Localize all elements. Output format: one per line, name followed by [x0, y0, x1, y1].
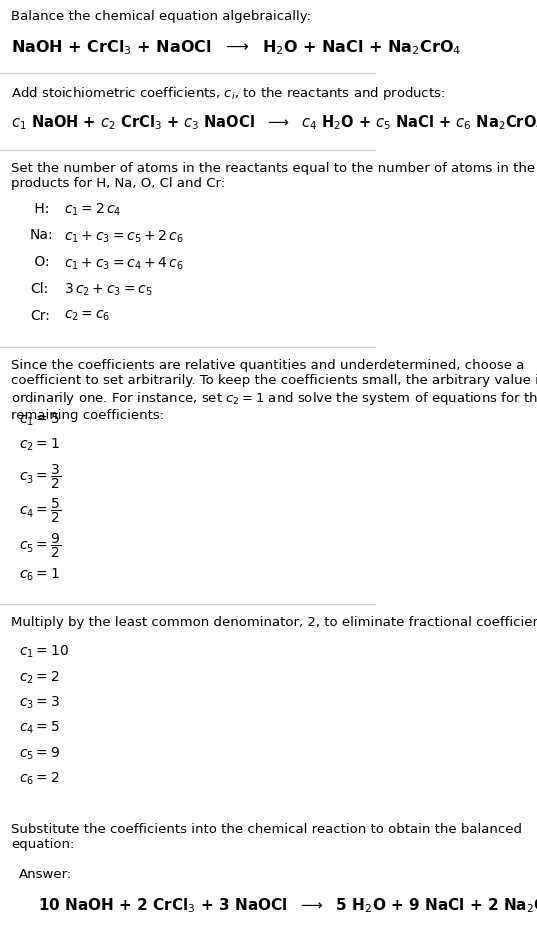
Text: $c_5 = 9$: $c_5 = 9$ [19, 746, 60, 761]
Text: $c_2 = 1$: $c_2 = 1$ [19, 437, 60, 453]
Text: $c_1 + c_3 = c_4 + 4\,c_6$: $c_1 + c_3 = c_4 + 4\,c_6$ [64, 255, 184, 271]
Text: O:: O: [30, 255, 50, 269]
Text: Multiply by the least common denominator, 2, to eliminate fractional coefficient: Multiply by the least common denominator… [11, 616, 537, 629]
Text: $c_1 = 5$: $c_1 = 5$ [19, 411, 60, 428]
Text: Answer:: Answer: [19, 868, 72, 881]
Text: $c_1 = 2\,c_4$: $c_1 = 2\,c_4$ [64, 201, 121, 218]
Text: Set the number of atoms in the reactants equal to the number of atoms in the
pro: Set the number of atoms in the reactants… [11, 161, 535, 189]
Text: Add stoichiometric coefficients, $c_i$, to the reactants and products:: Add stoichiometric coefficients, $c_i$, … [11, 85, 446, 102]
Text: H:: H: [30, 201, 49, 215]
Text: $c_5 = \dfrac{9}{2}$: $c_5 = \dfrac{9}{2}$ [19, 531, 61, 560]
Text: $c_2 = 2$: $c_2 = 2$ [19, 669, 60, 686]
Text: $c_4 = 5$: $c_4 = 5$ [19, 720, 60, 736]
Text: $c_4 = \dfrac{5}{2}$: $c_4 = \dfrac{5}{2}$ [19, 497, 61, 526]
Text: $c_6 = 1$: $c_6 = 1$ [19, 567, 60, 582]
Text: Na:: Na: [30, 228, 54, 242]
Text: $3\,c_2 + c_3 = c_5$: $3\,c_2 + c_3 = c_5$ [64, 281, 153, 298]
Text: Cr:: Cr: [30, 308, 50, 322]
Text: 10 NaOH + 2 CrCl$_3$ + 3 NaOCl  $\longrightarrow$  5 H$_2$O + 9 NaCl + 2 Na$_2$C: 10 NaOH + 2 CrCl$_3$ + 3 NaOCl $\longrig… [38, 897, 537, 915]
Text: Cl:: Cl: [30, 281, 48, 295]
Text: Balance the chemical equation algebraically:: Balance the chemical equation algebraica… [11, 10, 311, 23]
FancyBboxPatch shape [4, 853, 372, 932]
Text: $c_2 = c_6$: $c_2 = c_6$ [64, 308, 110, 323]
Text: $c_1 + c_3 = c_5 + 2\,c_6$: $c_1 + c_3 = c_5 + 2\,c_6$ [64, 228, 184, 245]
Text: NaOH + CrCl$_3$ + NaOCl  $\longrightarrow$  H$_2$O + NaCl + Na$_2$CrO$_4$: NaOH + CrCl$_3$ + NaOCl $\longrightarrow… [11, 38, 462, 57]
Text: $c_3 = 3$: $c_3 = 3$ [19, 694, 60, 711]
Text: $c_3 = \dfrac{3}{2}$: $c_3 = \dfrac{3}{2}$ [19, 462, 61, 490]
Text: $c_6 = 2$: $c_6 = 2$ [19, 771, 60, 788]
Text: Substitute the coefficients into the chemical reaction to obtain the balanced
eq: Substitute the coefficients into the che… [11, 823, 523, 851]
Text: $c_1$ NaOH + $c_2$ CrCl$_3$ + $c_3$ NaOCl  $\longrightarrow$  $c_4$ H$_2$O + $c_: $c_1$ NaOH + $c_2$ CrCl$_3$ + $c_3$ NaOC… [11, 113, 537, 131]
Text: $c_1 = 10$: $c_1 = 10$ [19, 644, 69, 660]
Text: Since the coefficients are relative quantities and underdetermined, choose a
coe: Since the coefficients are relative quan… [11, 360, 537, 421]
